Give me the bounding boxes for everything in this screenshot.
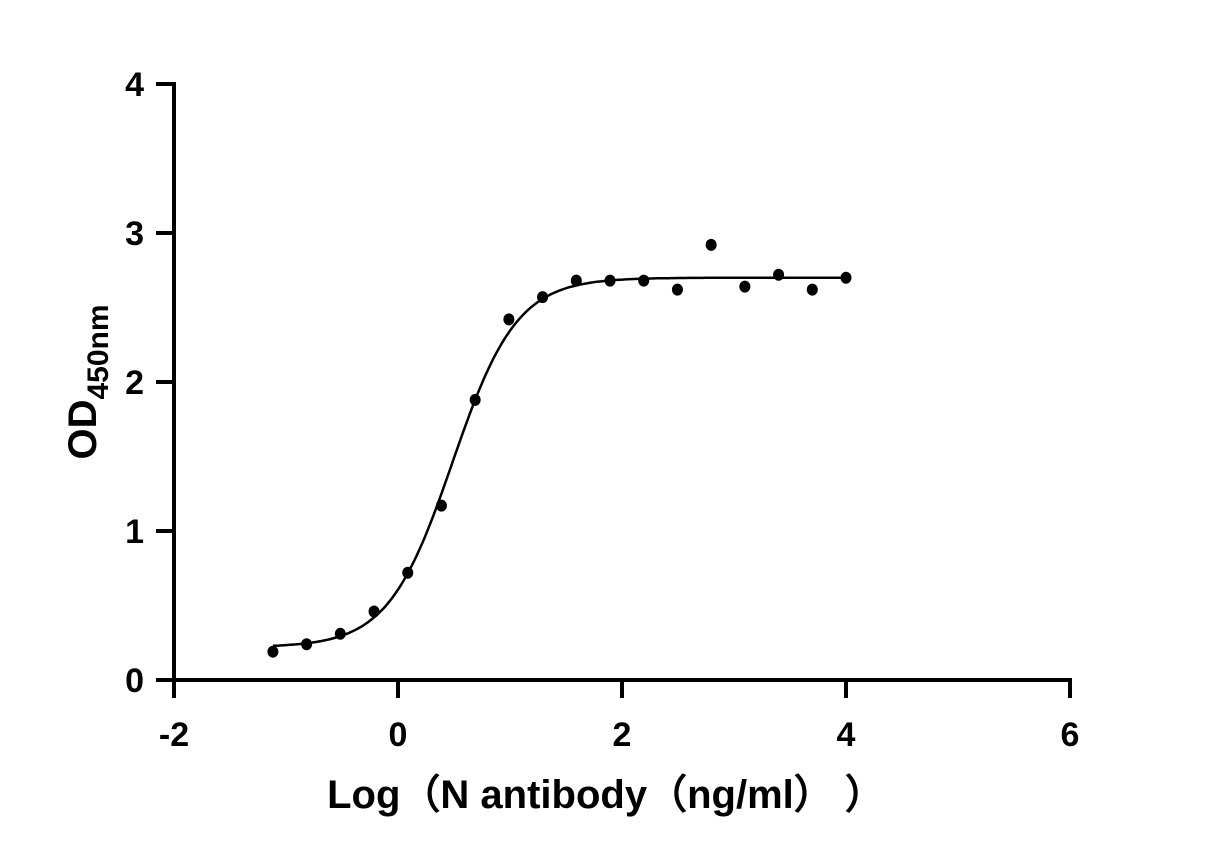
fit-curve [272,276,846,648]
data-point [402,566,414,579]
x-axis-title: Log（N antibody（ng/ml） ） [327,773,885,817]
y-axis-title: OD450nm [61,304,115,459]
data-point [267,645,279,658]
ticks: -2 0 2 4 6 0 1 2 3 4 [125,66,1079,754]
data-point [503,313,515,326]
data-point [368,605,380,618]
x-tick-label: -2 [159,716,189,754]
y-axis-title-subscript: 450nm [82,304,115,399]
data-point [773,268,785,281]
x-tick-label: 4 [837,716,856,754]
y-tick-label: 0 [125,662,144,700]
data-point [604,274,616,287]
data-point [435,499,447,512]
data-point [301,638,313,651]
y-tick-label: 3 [125,215,144,253]
data-point [537,291,549,304]
x-tick-label: 6 [1061,716,1080,754]
data-point [334,627,346,640]
axes [172,82,1072,682]
data-point [638,274,650,287]
x-tick-label: 0 [389,716,408,754]
data-points [267,238,852,658]
data-point [840,271,852,284]
data-point [469,393,481,406]
y-tick-label: 1 [125,513,144,551]
data-point [671,283,683,296]
data-point [806,283,818,296]
data-point [739,280,751,293]
data-point [570,274,582,287]
y-tick-label: 2 [125,364,144,402]
y-tick-label: 4 [125,66,144,104]
x-tick-label: 2 [613,716,632,754]
data-point [705,238,717,251]
y-axis-title-main: OD [61,400,105,460]
